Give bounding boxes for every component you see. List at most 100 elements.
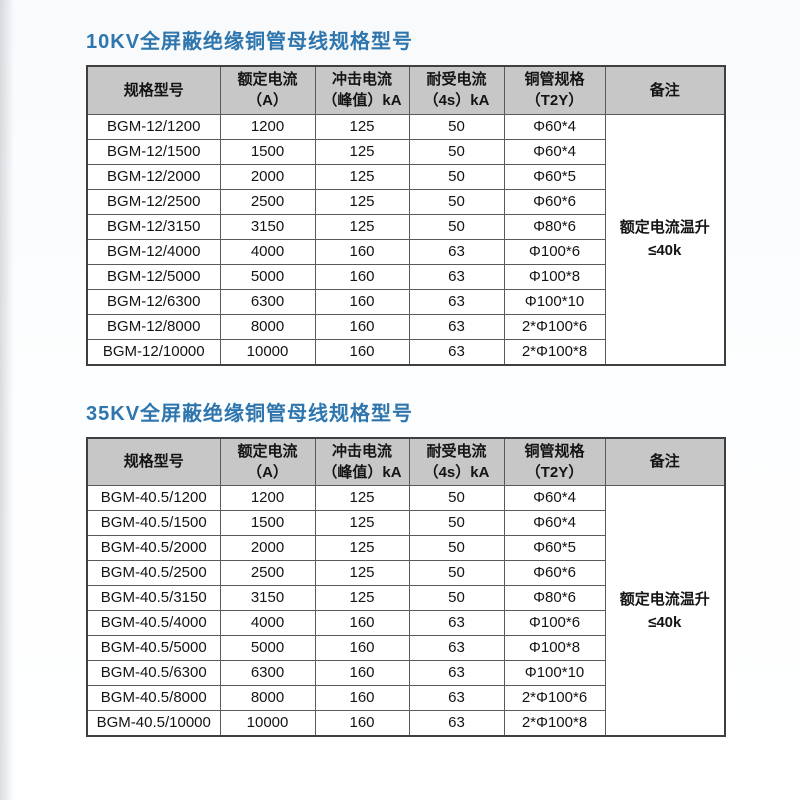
value-cell: 2500 <box>219 560 316 586</box>
value-cell: 125 <box>314 535 410 561</box>
table-row: BGM-12/3150 3150 125 50 Φ80*6 <box>86 213 725 240</box>
value-cell: 160 <box>314 710 410 737</box>
column-header: 规格型号 <box>86 65 221 115</box>
value-cell: 1500 <box>219 138 316 165</box>
model-cell: BGM-12/6300 <box>86 288 221 315</box>
table-row: BGM-12/5000 5000 160 63 Φ100*8 <box>86 263 725 290</box>
value-cell: 63 <box>408 710 505 737</box>
model-cell: BGM-40.5/2500 <box>86 560 221 586</box>
spec-table-10kv: 规格型号 额定电流 （A） 冲击电流 （峰值）kA 耐受电流 （4s）kA 铜管规格 （T2Y）… <box>86 65 726 366</box>
value-cell: 125 <box>314 163 410 190</box>
value-cell: 2500 <box>219 188 316 215</box>
column-header: 冲击电流 （峰值）kA <box>314 65 410 115</box>
value-cell: 4000 <box>219 238 316 265</box>
column-header: 额定电流 （A） <box>219 437 316 486</box>
spec-table-35kv: 规格型号 额定电流 （A） 冲击电流 （峰值）kA 耐受电流 （4s）kA 铜管规格 （T2Y）… <box>86 436 726 737</box>
value-cell: Φ80*6 <box>503 585 606 611</box>
value-cell: Φ60*4 <box>503 138 606 165</box>
value-cell: 50 <box>408 510 505 536</box>
value-cell: Φ100*10 <box>503 288 606 315</box>
model-cell: BGM-12/10000 <box>86 338 221 365</box>
value-cell: Φ100*8 <box>503 635 606 661</box>
value-cell: 160 <box>314 288 410 315</box>
value-cell: 160 <box>314 610 410 636</box>
table-row: BGM-12/4000 4000 160 63 Φ100*6 <box>86 238 725 265</box>
value-cell: 5000 <box>219 263 316 290</box>
value-cell: 125 <box>314 585 410 611</box>
value-cell: 160 <box>314 338 410 365</box>
table-row: BGM-12/2000 2000 125 50 Φ60*5 <box>86 163 725 190</box>
table-row: BGM-12/8000 8000 160 63 2*Φ100*6 <box>86 313 725 340</box>
table-row: BGM-40.5/5000 5000 160 63 Φ100*8 <box>86 635 725 661</box>
value-cell: 50 <box>408 188 505 215</box>
model-cell: BGM-12/1500 <box>86 138 221 165</box>
value-cell: Φ60*5 <box>503 535 606 561</box>
column-header: 冲击电流 （峰值）kA <box>314 437 410 486</box>
value-cell: 50 <box>408 535 505 561</box>
column-header: 备注 <box>604 65 726 115</box>
value-cell: 4000 <box>219 610 316 636</box>
value-cell: 2*Φ100*8 <box>503 338 606 365</box>
value-cell: 10000 <box>219 338 316 365</box>
table-row: BGM-40.5/3150 3150 125 50 Φ80*6 <box>86 585 725 611</box>
value-cell: Φ100*10 <box>503 660 606 686</box>
value-cell: 160 <box>314 685 410 711</box>
value-cell: 63 <box>408 635 505 661</box>
value-cell: 63 <box>408 660 505 686</box>
table-row: BGM-12/2500 2500 125 50 Φ60*6 <box>86 188 725 215</box>
column-header: 铜管规格 （T2Y） <box>503 437 606 486</box>
value-cell: 63 <box>408 610 505 636</box>
section-title-35kv: 35KV全屏蔽绝缘铜管母线规格型号 <box>86 402 414 425</box>
model-cell: BGM-40.5/10000 <box>86 710 221 737</box>
column-header: 铜管规格 （T2Y） <box>503 65 606 115</box>
value-cell: Φ80*6 <box>503 213 606 240</box>
section-title-10kv: 10KV全屏蔽绝缘铜管母线规格型号 <box>86 31 414 53</box>
value-cell: 160 <box>314 660 410 686</box>
value-cell: 1200 <box>219 485 316 511</box>
table-row: BGM-40.5/1200 1200 125 50 Φ60*4 额定电流温升 ≤40k <box>86 485 726 737</box>
table-row: BGM-40.5/4000 4000 160 63 Φ100*6 <box>86 610 725 636</box>
value-cell: 63 <box>408 238 505 265</box>
value-cell: 63 <box>408 288 505 315</box>
value-cell: 8000 <box>219 685 316 711</box>
value-cell: 160 <box>314 313 410 340</box>
value-cell: 5000 <box>219 635 316 661</box>
model-cell: BGM-12/8000 <box>86 313 221 340</box>
header-row: 规格型号 额定电流 （A） 冲击电流 （峰值）kA 耐受电流 （4s）kA 铜管规格 （T2Y）… <box>86 65 726 115</box>
value-cell: 125 <box>314 113 410 140</box>
model-cell: BGM-12/4000 <box>86 238 221 265</box>
model-cell: BGM-12/5000 <box>86 263 221 290</box>
value-cell: 8000 <box>219 313 316 340</box>
value-cell: 50 <box>408 560 505 586</box>
page-left-edge-shadow <box>0 0 14 800</box>
value-cell: 1500 <box>219 510 316 536</box>
value-cell: 50 <box>408 113 505 140</box>
remark-cell: 额定电流温升 ≤40k <box>604 485 726 737</box>
header-row: 规格型号 额定电流 （A） 冲击电流 （峰值）kA 耐受电流 （4s）kA 铜管规格 （T2Y）… <box>86 437 726 486</box>
value-cell: 2000 <box>219 163 316 190</box>
value-cell: Φ60*4 <box>503 510 606 536</box>
value-cell: Φ60*6 <box>503 560 606 586</box>
value-cell: 3150 <box>219 213 316 240</box>
value-cell: 125 <box>314 560 410 586</box>
model-cell: BGM-40.5/6300 <box>86 660 221 686</box>
value-cell: 50 <box>408 485 505 511</box>
section-10kv: 10KV全屏蔽绝缘铜管母线规格型号 规格型号 额定电流 （A） 冲击电流 （峰值）kA 耐… <box>86 30 800 366</box>
value-cell: 1200 <box>219 113 316 140</box>
value-cell: 50 <box>408 163 505 190</box>
table-row: BGM-40.5/8000 8000 160 63 2*Φ100*6 <box>86 685 725 711</box>
value-cell: 3150 <box>219 585 316 611</box>
value-cell: 160 <box>314 238 410 265</box>
value-cell: 125 <box>314 213 410 240</box>
value-cell: Φ100*8 <box>503 263 606 290</box>
value-cell: Φ100*6 <box>503 610 606 636</box>
value-cell: Φ60*6 <box>503 188 606 215</box>
value-cell: 2*Φ100*6 <box>503 313 606 340</box>
table-row: BGM-40.5/6300 6300 160 63 Φ100*10 <box>86 660 725 686</box>
model-cell: BGM-12/2000 <box>86 163 221 190</box>
value-cell: Φ60*4 <box>503 485 606 511</box>
value-cell: 2*Φ100*6 <box>503 685 606 711</box>
column-header: 耐受电流 （4s）kA <box>408 437 505 486</box>
value-cell: 50 <box>408 138 505 165</box>
